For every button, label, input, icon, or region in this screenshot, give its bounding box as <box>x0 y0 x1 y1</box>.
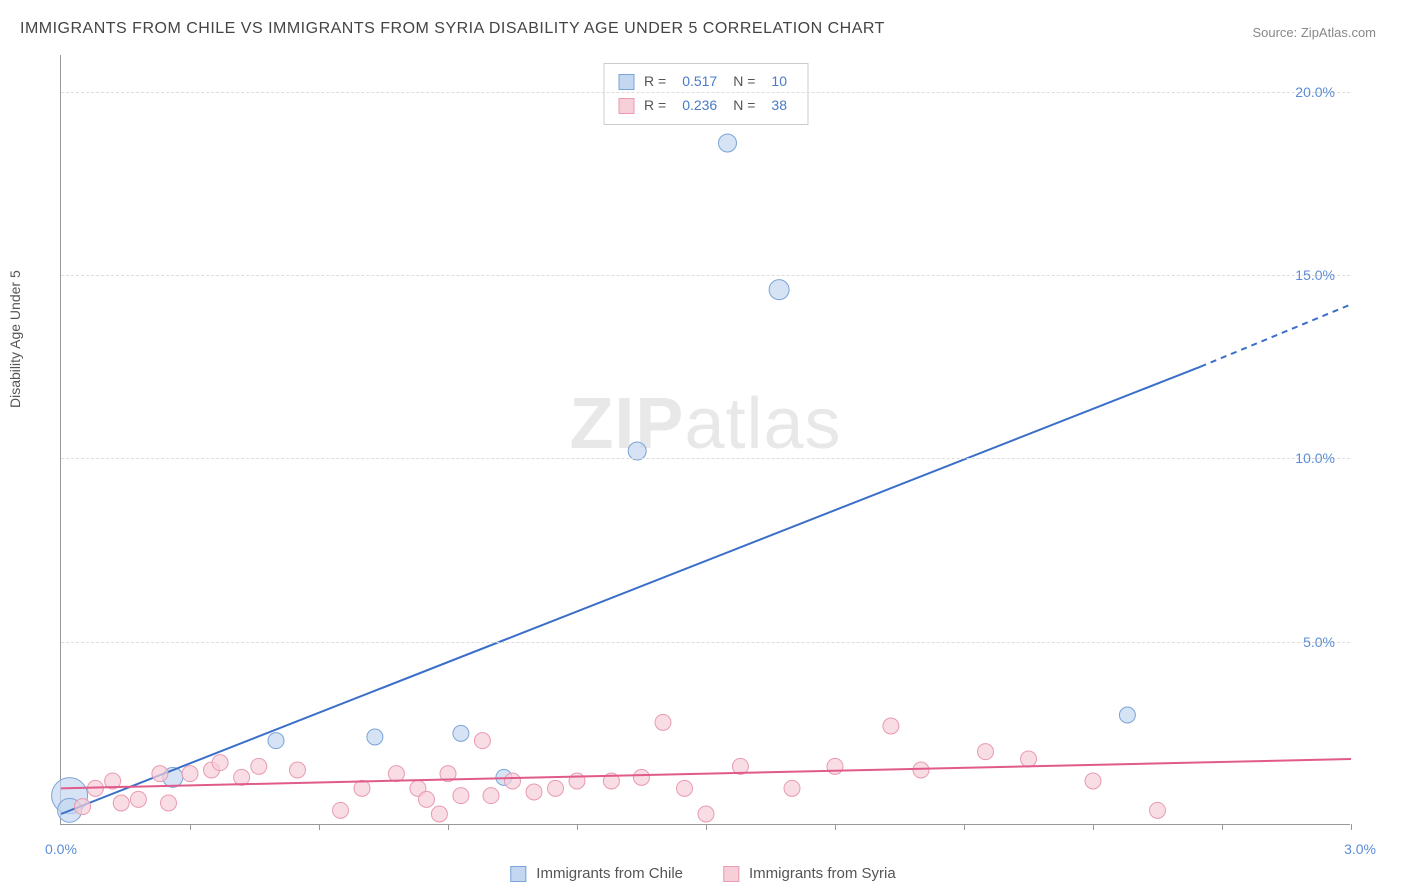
legend-item: Immigrants from Chile <box>510 865 683 882</box>
x-minor-tick <box>190 824 191 830</box>
data-point <box>290 762 306 778</box>
gridline <box>61 92 1350 93</box>
data-point <box>419 791 435 807</box>
legend-swatch <box>618 74 634 90</box>
data-point <box>333 802 349 818</box>
data-point <box>474 733 490 749</box>
x-minor-tick <box>1222 824 1223 830</box>
data-point <box>698 806 714 822</box>
data-point <box>113 795 129 811</box>
data-point <box>548 780 564 796</box>
legend-n-label: N = <box>733 94 755 118</box>
data-point <box>453 725 469 741</box>
data-point <box>569 773 585 789</box>
x-minor-tick <box>1093 824 1094 830</box>
legend-n-value: 38 <box>771 94 787 118</box>
data-point <box>75 799 91 815</box>
x-minor-tick <box>835 824 836 830</box>
legend-swatch <box>510 866 526 882</box>
trend-line <box>61 367 1201 814</box>
y-tick-label: 10.0% <box>1295 450 1335 466</box>
y-tick-label: 5.0% <box>1303 634 1335 650</box>
x-minor-tick <box>577 824 578 830</box>
data-point <box>526 784 542 800</box>
legend-n-value: 10 <box>771 70 787 94</box>
data-point <box>152 766 168 782</box>
data-point <box>634 769 650 785</box>
y-tick-label: 15.0% <box>1295 267 1335 283</box>
data-point <box>827 758 843 774</box>
x-minor-tick <box>1351 824 1352 830</box>
legend-swatch <box>723 866 739 882</box>
data-point <box>784 780 800 796</box>
gridline <box>61 275 1350 276</box>
data-point <box>719 134 737 152</box>
gridline <box>61 458 1350 459</box>
legend-item: Immigrants from Syria <box>723 865 896 882</box>
data-point <box>505 773 521 789</box>
legend-series-label: Immigrants from Chile <box>536 865 683 882</box>
x-axis-end-label: 3.0% <box>1344 841 1376 857</box>
data-point <box>483 788 499 804</box>
data-point <box>1085 773 1101 789</box>
legend-r-value: 0.517 <box>682 70 717 94</box>
data-point <box>1150 802 1166 818</box>
legend-r-value: 0.236 <box>682 94 717 118</box>
data-point <box>212 755 228 771</box>
data-point <box>655 714 671 730</box>
chart-title: IMMIGRANTS FROM CHILE VS IMMIGRANTS FROM… <box>20 20 885 38</box>
data-point <box>130 791 146 807</box>
data-point <box>388 766 404 782</box>
data-point <box>978 744 994 760</box>
legend-row: R = 0.517 N = 10 <box>618 70 793 94</box>
data-point <box>354 780 370 796</box>
x-axis-origin-label: 0.0% <box>45 841 77 857</box>
data-point <box>628 442 646 460</box>
data-point <box>161 795 177 811</box>
plot-area: ZIPatlas R =0.517N =10R =0.236N =38 5.0%… <box>60 55 1350 825</box>
data-point <box>769 280 789 300</box>
data-point <box>677 780 693 796</box>
correlation-legend: R = 0.517 N = 10 R = 0.236 N = 38 <box>603 63 808 125</box>
data-point <box>182 766 198 782</box>
y-tick-label: 20.0% <box>1295 84 1335 100</box>
x-minor-tick <box>706 824 707 830</box>
gridline <box>61 642 1350 643</box>
legend-swatch <box>618 98 634 114</box>
data-point <box>251 758 267 774</box>
scatter-chart <box>61 55 1351 825</box>
series-legend: Immigrants from Chile Immigrants from Syr… <box>510 865 895 882</box>
data-point <box>913 762 929 778</box>
data-point <box>367 729 383 745</box>
legend-n-label: N = <box>733 70 755 94</box>
source-attribution: Source: ZipAtlas.com <box>1252 25 1376 40</box>
data-point <box>883 718 899 734</box>
x-minor-tick <box>319 824 320 830</box>
data-point <box>1021 751 1037 767</box>
legend-r-label: R = <box>644 94 666 118</box>
data-point <box>1119 707 1135 723</box>
data-point <box>453 788 469 804</box>
y-axis-label: Disability Age Under 5 <box>7 270 23 408</box>
trend-line-extrapolated <box>1201 304 1352 366</box>
legend-series-label: Immigrants from Syria <box>749 865 896 882</box>
data-point <box>431 806 447 822</box>
data-point <box>234 769 250 785</box>
legend-row: R = 0.236 N = 38 <box>618 94 793 118</box>
x-minor-tick <box>964 824 965 830</box>
legend-r-label: R = <box>644 70 666 94</box>
x-minor-tick <box>448 824 449 830</box>
data-point <box>268 733 284 749</box>
